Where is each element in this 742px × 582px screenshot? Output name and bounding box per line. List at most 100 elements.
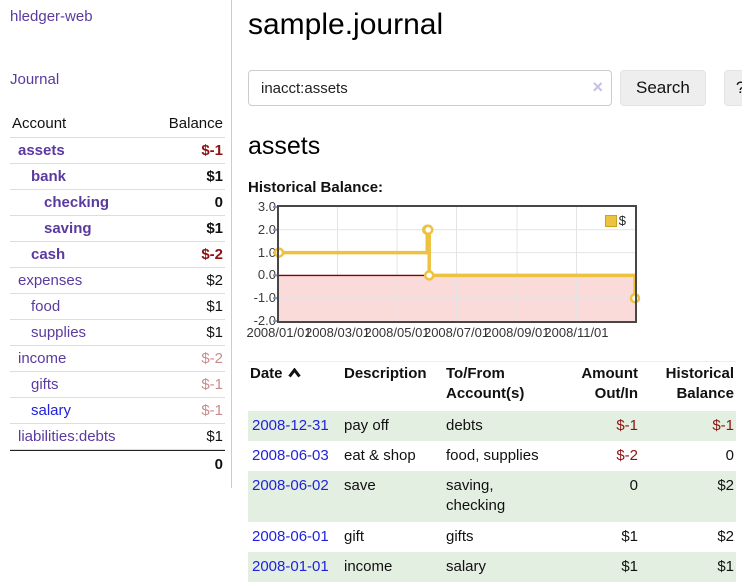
account-link[interactable]: income xyxy=(18,350,67,367)
transaction-date-link[interactable]: 2008-06-03 xyxy=(252,446,329,464)
brand-link[interactable]: hledger-web xyxy=(10,8,93,25)
account-balance: $-1 xyxy=(201,376,223,393)
account-link[interactable]: expenses xyxy=(18,272,83,289)
account-link[interactable]: saving xyxy=(44,220,92,237)
search-input[interactable] xyxy=(248,70,612,106)
accounts-header-balance: Balance xyxy=(168,115,223,132)
account-link[interactable]: liabilities:debts xyxy=(18,428,116,445)
account-row: assets $-1 xyxy=(10,138,225,164)
transaction-balance: $1 xyxy=(717,557,734,575)
legend-swatch-icon xyxy=(604,214,617,227)
account-balance: $1 xyxy=(206,324,223,341)
legend-label: $ xyxy=(618,213,626,228)
account-row: bank $1 xyxy=(10,164,225,190)
transaction-balance: 0 xyxy=(725,446,734,464)
transaction-row: 2008-06-03 eat & shop food, supplies $-2 0 xyxy=(248,441,736,471)
search-box: × xyxy=(248,70,612,106)
y-tick-label: 0.0 xyxy=(257,267,276,283)
help-button[interactable]: ? xyxy=(723,70,742,106)
transaction-row: 2008-06-01 gift gifts $1 $2 xyxy=(248,522,736,552)
account-row: expenses $2 xyxy=(10,268,225,294)
transaction-row: 2008-12-31 pay off debts $-1 $-1 xyxy=(248,410,736,441)
accounts-total-value: 0 xyxy=(214,456,223,473)
x-tick-label: 2008/01/01 xyxy=(246,325,312,340)
y-tick-label: 2.0 xyxy=(257,221,276,237)
transaction-description: gift xyxy=(344,527,365,545)
account-link[interactable]: assets xyxy=(18,142,65,159)
account-row: gifts $-1 xyxy=(10,372,225,398)
accounts-total-row: 0 xyxy=(10,450,225,478)
transaction-amount: $1 xyxy=(621,527,638,545)
transaction-date-link[interactable]: 2008-01-01 xyxy=(252,557,329,575)
account-row: saving $1 xyxy=(10,216,225,242)
account-link[interactable]: checking xyxy=(44,194,110,211)
search-button[interactable]: Search xyxy=(620,70,706,106)
chart-plot-area[interactable]: $ 2008/01/01 2008/03/01 2008/05/01 2008/07/… xyxy=(246,205,641,340)
chart-title: Historical Balance: xyxy=(248,179,384,196)
transaction-accounts: salary xyxy=(446,557,487,575)
register-header-description[interactable]: Description xyxy=(344,361,446,411)
search-form: × Search ? xyxy=(248,70,742,106)
account-balance: 0 xyxy=(214,194,223,211)
account-balance: $-2 xyxy=(201,246,223,263)
account-row: food $1 xyxy=(10,294,225,320)
account-row: liabilities:debts $1 xyxy=(10,424,225,450)
register-header-date[interactable]: Date xyxy=(248,361,344,411)
transaction-amount: $1 xyxy=(621,557,638,575)
account-link[interactable]: gifts xyxy=(31,376,59,393)
accounts-header-account: Account xyxy=(12,115,67,132)
main-content: sample.journal × Search ? assets Histori… xyxy=(232,0,742,582)
transaction-row: 2008-01-01 income salary $1 $1 xyxy=(248,551,736,582)
transaction-description: save xyxy=(344,477,376,494)
register-header-balance[interactable]: Historical Balance xyxy=(640,361,736,411)
transaction-balance: $-1 xyxy=(712,416,734,434)
account-balance: $2 xyxy=(206,272,223,289)
account-link[interactable]: bank xyxy=(31,168,67,185)
register-table: Date Description To/From Account(s) Amou… xyxy=(248,361,736,582)
x-tick-label: 2008/11/01 xyxy=(544,325,609,340)
account-balance: $1 xyxy=(206,168,223,185)
register-header-accounts[interactable]: To/From Account(s) xyxy=(446,361,554,411)
account-balance: $-1 xyxy=(201,142,223,159)
transaction-amount: $-1 xyxy=(616,416,638,434)
clear-search-icon[interactable]: × xyxy=(592,77,603,97)
x-tick-label: 2008/07/01 xyxy=(423,325,490,340)
y-tick-label: -1.0 xyxy=(253,290,276,306)
register-header-amount[interactable]: Amount Out/In xyxy=(554,361,640,411)
transaction-amount: 0 xyxy=(629,477,638,494)
transaction-balance: $2 xyxy=(717,527,734,545)
transaction-date-link[interactable]: 2008-06-01 xyxy=(252,527,329,545)
accounts-rows: assets $-1 bank $1 checking 0 saving $1 cash $-2 e… xyxy=(10,138,225,450)
transaction-accounts: gifts xyxy=(446,527,474,545)
chart-x-axis-labels: 2008/01/01 2008/03/01 2008/05/01 2008/07/01… xyxy=(246,325,635,341)
y-tick-label: 3.0 xyxy=(257,199,276,214)
x-tick-label: 2008/09/01 xyxy=(484,325,550,340)
register-header-row: Date Description To/From Account(s) Amou… xyxy=(248,361,736,411)
transaction-date-link[interactable]: 2008-06-02 xyxy=(252,477,329,494)
account-row: cash $-2 xyxy=(10,242,225,268)
accounts-table-header: Account Balance xyxy=(10,112,225,138)
transaction-row: 2008-06-02 save saving, checking 0 $2 xyxy=(248,471,736,522)
sort-asc-icon xyxy=(287,364,301,384)
account-balance: $1 xyxy=(206,298,223,315)
transaction-amount: $-2 xyxy=(616,446,638,464)
transaction-description: eat & shop xyxy=(344,446,416,464)
transaction-description: income xyxy=(344,557,393,575)
account-link[interactable]: food xyxy=(31,298,61,315)
transaction-date-link[interactable]: 2008-12-31 xyxy=(252,416,329,434)
account-balance: $-2 xyxy=(201,350,223,367)
account-link[interactable]: cash xyxy=(31,246,66,263)
sidebar: hledger-web Journal Account Balance asse… xyxy=(0,0,232,582)
sidebar-item-journal[interactable]: Journal xyxy=(10,71,60,88)
page-title: sample.journal xyxy=(248,8,444,41)
account-balance: $1 xyxy=(206,428,223,445)
chart-legend: $ xyxy=(602,212,628,229)
accounts-table: Account Balance assets $-1 bank $1 checking 0… xyxy=(10,112,225,478)
account-link[interactable]: salary xyxy=(31,402,72,419)
transaction-description: pay off xyxy=(344,416,389,434)
chart-y-axis-labels: 3.0 2.0 1.0 0.0 -1.0 -2.0 xyxy=(248,200,276,328)
y-tick-label: 1.0 xyxy=(257,244,276,260)
account-link[interactable]: supplies xyxy=(31,324,87,341)
transaction-accounts: food, supplies xyxy=(446,446,539,464)
transaction-accounts: saving, checking xyxy=(446,477,506,515)
